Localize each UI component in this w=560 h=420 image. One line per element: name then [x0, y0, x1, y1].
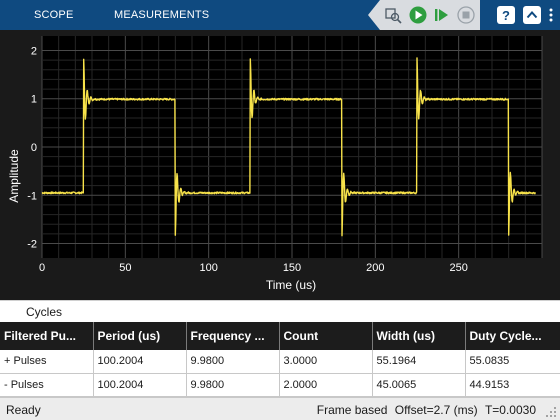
column-header[interactable]: Frequency ... [186, 322, 280, 350]
x-tick-label: 0 [39, 262, 45, 274]
run-icon[interactable] [408, 5, 428, 25]
x-tick-label: 250 [449, 262, 467, 274]
table-cell: 100.2004 [93, 373, 187, 397]
y-tick-label: 0 [31, 142, 37, 154]
amplitude-plot[interactable]: 2 1 0 -1 -2 0 50 100 150 200 250 Time (us) Amplit… [0, 30, 560, 300]
panel-title: Cycles [26, 305, 63, 319]
status-time: T=0.0030 [484, 403, 536, 417]
more-options-icon[interactable] [546, 6, 556, 24]
status-state: Ready [6, 403, 41, 417]
table-cell: 9.9800 [186, 350, 280, 374]
x-tick-label: 100 [199, 262, 217, 274]
help-icon[interactable]: ? [496, 5, 516, 25]
table-cell: 2.0000 [279, 373, 373, 397]
tab-scope[interactable]: SCOPE [34, 9, 74, 21]
y-tick-label: -1 [27, 190, 37, 202]
step-forward-icon[interactable] [432, 5, 452, 25]
table-row[interactable]: + Pulses 100.2004 9.9800 3.0000 55.1964 … [0, 350, 560, 374]
y-tick-label: -2 [27, 239, 37, 251]
status-mode: Frame based [316, 403, 388, 417]
scope-display[interactable]: 2 1 0 -1 -2 0 50 100 150 200 250 Time (us) Amplit… [0, 30, 560, 300]
highlight-block-icon[interactable] [384, 5, 404, 25]
x-tick-labels: 0 50 100 150 200 250 [39, 262, 468, 274]
y-tick-labels: 2 1 0 -1 -2 [27, 45, 37, 250]
column-header[interactable]: Filtered Pu... [0, 322, 94, 350]
table-cell: 9.9800 [186, 373, 280, 397]
status-info: Frame based Offset=2.7 (ms) T=0.0030 [313, 403, 536, 417]
table-cell: 55.1964 [372, 350, 466, 374]
table-row[interactable]: - Pulses 100.2004 9.9800 2.0000 45.0065 … [0, 373, 560, 397]
measurements-table: Filtered Pu... Period (us) Frequency ...… [0, 322, 560, 397]
x-tick-label: 50 [119, 262, 131, 274]
y-tick-label: 2 [31, 45, 37, 57]
column-header[interactable]: Width (us) [372, 322, 466, 350]
table-header-row: Filtered Pu... Period (us) Frequency ...… [0, 322, 560, 350]
grid-lines [41, 36, 543, 258]
column-header[interactable]: Period (us) [93, 322, 187, 350]
table-cell: - Pulses [0, 373, 94, 397]
resize-grip-icon[interactable] [545, 406, 557, 418]
toolstrip: SCOPE MEASUREMENTS [0, 0, 560, 30]
status-bar: Ready Frame based Offset=2.7 (ms) T=0.00… [0, 397, 560, 420]
simulation-controls [368, 0, 480, 30]
y-tick-label: 1 [31, 94, 37, 106]
column-header[interactable]: Count [279, 322, 373, 350]
table-cell: 45.0065 [372, 373, 466, 397]
tab-measurements[interactable]: MEASUREMENTS [114, 9, 210, 21]
table-cell: 44.9153 [465, 373, 560, 397]
table-cell: 100.2004 [93, 350, 187, 374]
table-cell: + Pulses [0, 350, 94, 374]
measurements-panel-header: Cycles [0, 300, 560, 322]
column-header[interactable]: Duty Cycle... [465, 322, 560, 350]
x-tick-label: 200 [366, 262, 384, 274]
stop-icon[interactable] [456, 5, 476, 25]
x-tick-label: 150 [283, 262, 301, 274]
signal-trace [41, 57, 536, 237]
svg-text:?: ? [502, 8, 510, 23]
x-axis-label: Time (us) [266, 278, 316, 292]
status-offset: Offset=2.7 (ms) [394, 403, 478, 417]
collapse-icon[interactable] [522, 5, 542, 25]
table-cell: 55.0835 [465, 350, 560, 374]
table-cell: 3.0000 [279, 350, 373, 374]
y-axis-label: Amplitude [7, 149, 21, 203]
